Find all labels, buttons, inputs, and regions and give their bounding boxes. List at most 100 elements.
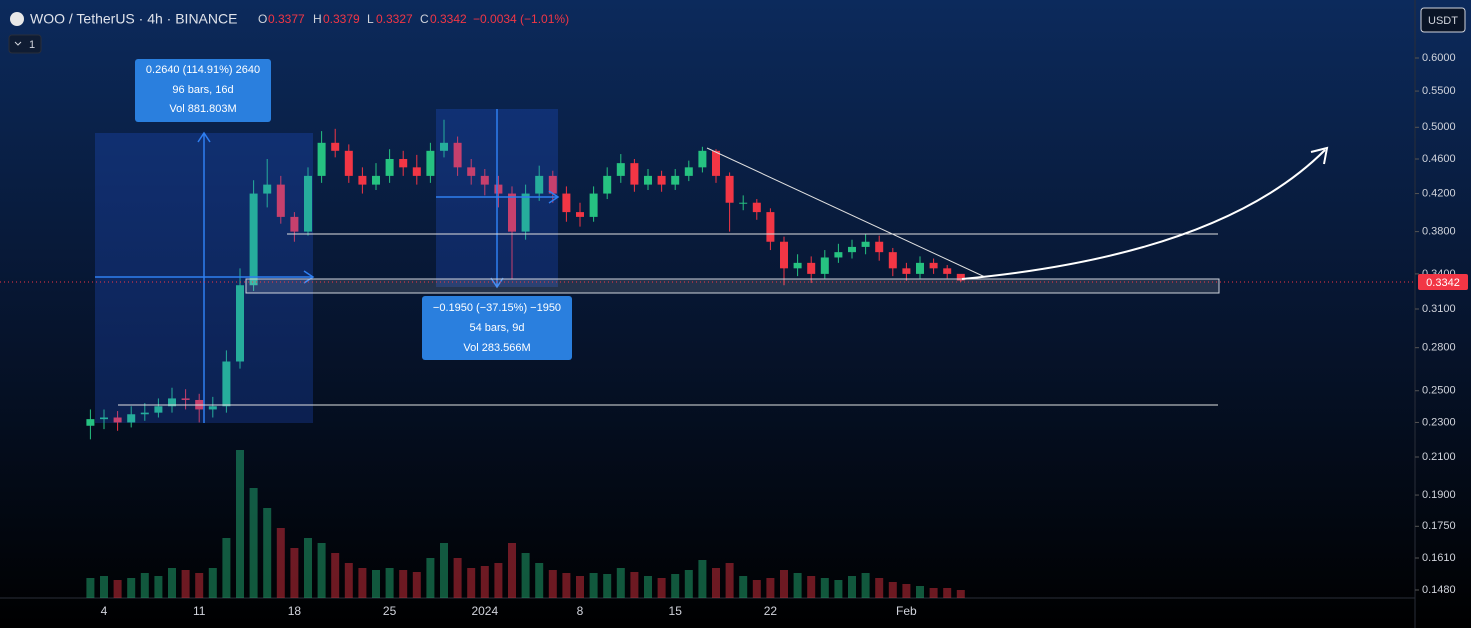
candle-body [562, 193, 571, 213]
volume-bar [86, 578, 95, 598]
arrow-head [548, 190, 560, 204]
candle-body [236, 285, 244, 362]
volume-bar [616, 568, 625, 598]
candle-body [752, 202, 761, 213]
volume-bar [480, 566, 489, 598]
y-tick-label: 0.1750 [1422, 520, 1456, 532]
ohlc-value: 0.3379 [323, 12, 360, 26]
candle-body [521, 193, 530, 232]
volume-bar [317, 543, 326, 598]
ohlc-value: 0.3327 [376, 12, 413, 26]
volume-bar [848, 576, 856, 598]
price-tag [1418, 274, 1468, 290]
candle-body [86, 419, 95, 426]
volume-bar [875, 578, 884, 598]
volume-bar [956, 590, 965, 598]
candle-body [793, 262, 802, 269]
y-tick-label: 0.2100 [1422, 451, 1456, 463]
candle-body [657, 175, 666, 185]
x-tick-label: Feb [896, 604, 917, 618]
candle-body [290, 216, 299, 232]
x-tick-label: 8 [577, 604, 584, 618]
candle-body [644, 175, 652, 185]
candle-body [861, 241, 870, 247]
candle-body [467, 167, 476, 176]
arrow-head [490, 277, 504, 289]
price-tag-group: 0.3342 [1418, 274, 1468, 290]
candle-body [576, 212, 584, 217]
projection-curve [961, 149, 1326, 280]
candle-body [358, 175, 367, 185]
x-tick-label: 25 [383, 604, 397, 618]
volume-bar [548, 570, 557, 598]
y-tick-label: 0.5000 [1422, 121, 1456, 133]
candle-body [684, 167, 693, 176]
volume-bar [698, 560, 707, 598]
candle-body [766, 212, 775, 242]
candle-body [630, 163, 639, 185]
currency-button[interactable] [1420, 7, 1466, 33]
ohlc-label: L [367, 12, 374, 26]
candle-body [848, 246, 856, 253]
volume-bar [793, 573, 802, 598]
volume-bar [739, 576, 748, 598]
volume-bar [440, 543, 448, 598]
volume-bar [725, 563, 734, 598]
volume-bar [276, 528, 285, 598]
interval-text[interactable]: 1 [29, 39, 35, 51]
volume-bar [249, 488, 258, 598]
candle-body [304, 175, 312, 232]
interval-button[interactable] [8, 34, 42, 54]
volume-bar [807, 576, 816, 598]
volume-bar [752, 580, 761, 598]
candle-body [168, 398, 176, 407]
candle-body [834, 252, 843, 258]
y-tick-label: 0.2500 [1422, 385, 1456, 397]
volume-bar [834, 580, 843, 598]
candle-body [249, 193, 258, 286]
measure-text: −0.1950 (−37.15%) −1950 [433, 302, 561, 314]
volume-bar [562, 573, 571, 598]
volume-bar [168, 568, 176, 598]
candle-body [222, 361, 231, 407]
candle-body [807, 262, 816, 274]
measure-label [135, 59, 271, 122]
candle-body [100, 417, 108, 420]
volume-bar [195, 573, 204, 598]
measure-text: 96 bars, 16d [172, 84, 233, 96]
ohlc-label: O [258, 12, 267, 26]
volume-bar [657, 578, 666, 598]
measure-text: 54 bars, 9d [469, 322, 524, 334]
volume-bar [766, 578, 775, 598]
candle-body [399, 158, 408, 168]
candle-body [780, 241, 788, 269]
x-tick-label: 4 [101, 604, 108, 618]
volume-bar [712, 568, 720, 598]
ohlc-value: 0.3377 [268, 12, 305, 26]
candle-body [154, 406, 163, 413]
change: −0.0034 (−1.01%) [473, 12, 569, 26]
marks: 0.60000.55000.50000.46000.42000.38000.34… [86, 52, 1456, 618]
candle-body [929, 262, 938, 269]
volume-bar [127, 578, 136, 598]
x-tick-label: 18 [288, 604, 302, 618]
candle-body [412, 167, 421, 176]
candle-body [317, 142, 326, 176]
measure-text: Vol 283.566M [463, 342, 530, 354]
measure-text: 0.2640 (114.91%) 2640 [146, 64, 260, 76]
volume-bar [671, 574, 680, 598]
currency-text[interactable]: USDT [1428, 15, 1458, 27]
volume-bar [916, 586, 924, 598]
volume-bar [331, 553, 340, 598]
volume-bar [535, 563, 544, 598]
candle-body [698, 150, 707, 168]
volume-bar [399, 570, 408, 598]
volume-bar [208, 568, 217, 598]
candle-body [127, 414, 136, 423]
arrow-head [197, 131, 211, 143]
volume-bar [888, 582, 897, 598]
x-tick-label: 2024 [471, 604, 498, 618]
volume-bar [236, 450, 244, 598]
candle-body [372, 175, 380, 185]
candle-body [453, 142, 462, 168]
